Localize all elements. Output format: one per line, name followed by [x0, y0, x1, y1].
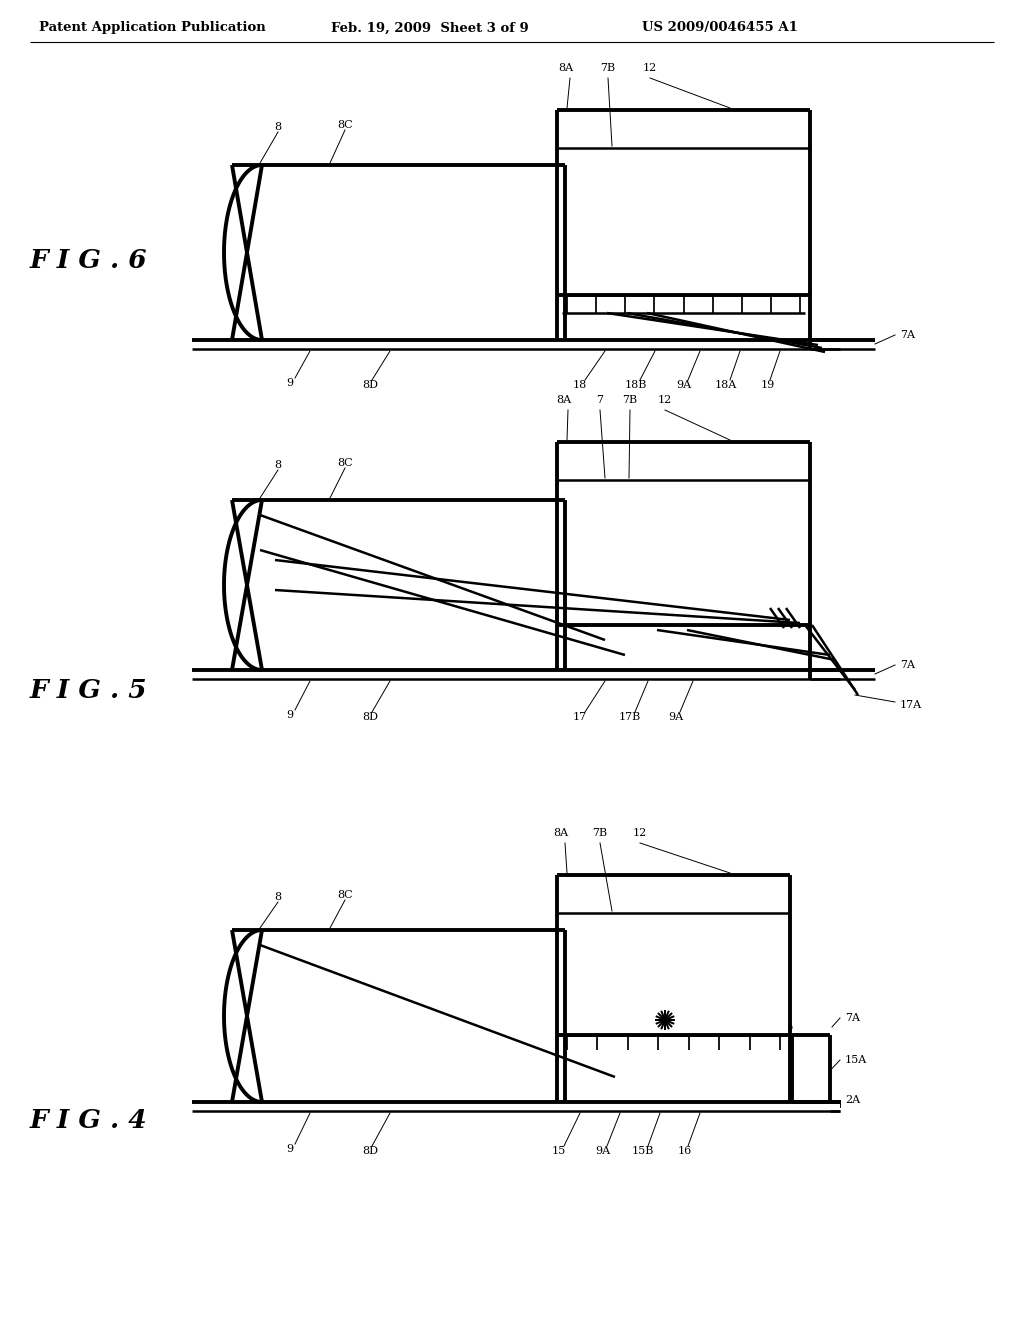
Text: 19: 19: [761, 380, 775, 389]
Text: F I G . 5: F I G . 5: [30, 677, 146, 702]
Text: 15B: 15B: [632, 1146, 654, 1156]
Text: 8A: 8A: [556, 395, 571, 405]
Text: 18B: 18B: [625, 380, 647, 389]
Text: 7A: 7A: [845, 1012, 860, 1023]
Text: 17B: 17B: [618, 711, 641, 722]
Text: 8C: 8C: [337, 120, 353, 129]
Text: 12: 12: [657, 395, 672, 405]
Text: 8A: 8A: [553, 828, 568, 838]
Text: 9: 9: [287, 710, 294, 719]
Text: 17: 17: [573, 711, 587, 722]
Text: 8C: 8C: [337, 458, 353, 469]
Text: 7B: 7B: [600, 63, 615, 73]
Text: 9A: 9A: [669, 711, 684, 722]
Text: 8D: 8D: [362, 711, 378, 722]
Text: Feb. 19, 2009  Sheet 3 of 9: Feb. 19, 2009 Sheet 3 of 9: [331, 21, 528, 34]
Text: 7: 7: [597, 395, 603, 405]
Text: 9A: 9A: [595, 1146, 610, 1156]
Text: 18A: 18A: [715, 380, 737, 389]
Text: F I G . 6: F I G . 6: [30, 248, 146, 272]
Text: 7A: 7A: [900, 660, 915, 671]
Text: 18: 18: [572, 380, 587, 389]
Text: F I G . 4: F I G . 4: [30, 1107, 146, 1133]
Text: 8A: 8A: [558, 63, 573, 73]
Text: 9: 9: [287, 378, 294, 388]
Text: 2A: 2A: [845, 1096, 860, 1105]
Text: 9A: 9A: [677, 380, 691, 389]
Text: 16: 16: [678, 1146, 692, 1156]
Text: 7B: 7B: [623, 395, 638, 405]
Text: US 2009/0046455 A1: US 2009/0046455 A1: [642, 21, 798, 34]
Text: 15A: 15A: [845, 1055, 867, 1065]
Text: 12: 12: [643, 63, 657, 73]
Text: 7B: 7B: [593, 828, 607, 838]
Text: 15: 15: [552, 1146, 566, 1156]
Text: Patent Application Publication: Patent Application Publication: [39, 21, 265, 34]
Text: 12: 12: [633, 828, 647, 838]
Text: 17A: 17A: [900, 700, 923, 710]
Text: 8D: 8D: [362, 380, 378, 389]
Text: 8D: 8D: [362, 1146, 378, 1156]
Text: 8: 8: [274, 892, 282, 902]
Text: 9: 9: [287, 1144, 294, 1154]
Text: 8: 8: [274, 459, 282, 470]
Text: 8: 8: [274, 121, 282, 132]
Text: 7A: 7A: [900, 330, 915, 341]
Text: 8C: 8C: [337, 890, 353, 900]
